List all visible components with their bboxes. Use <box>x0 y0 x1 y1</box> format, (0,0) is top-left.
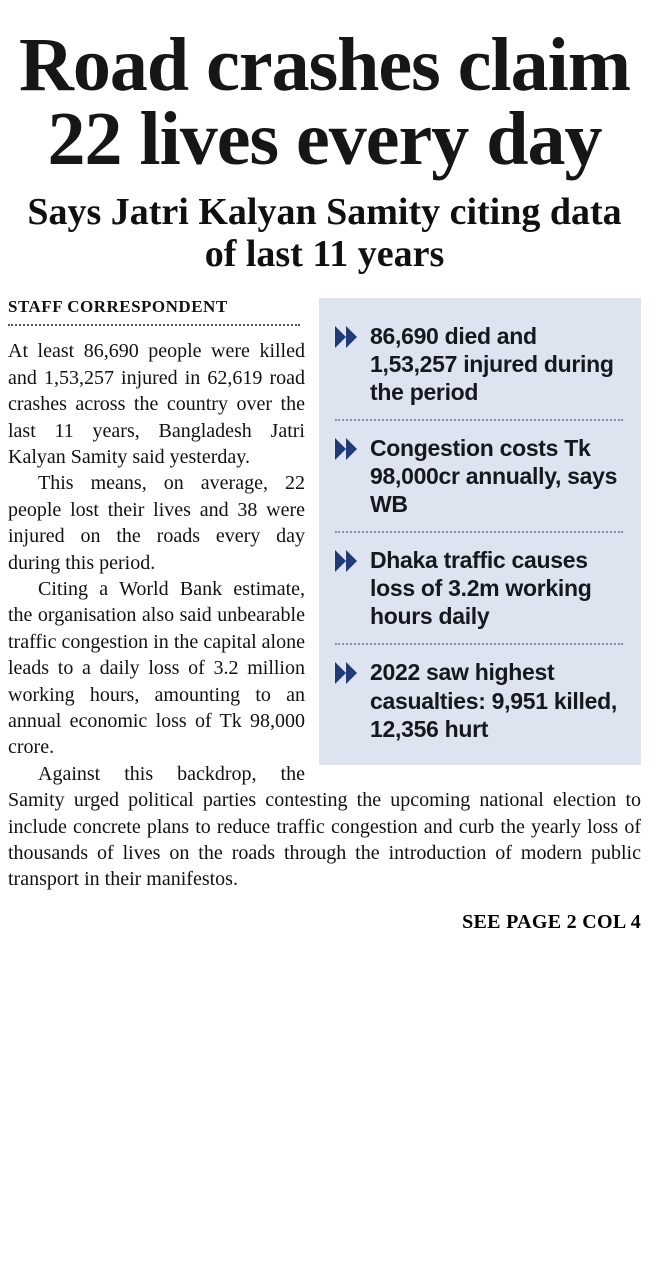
fact-text: 86,690 died and 1,53,257 injured during … <box>370 323 614 406</box>
headline: Road crashes claim 22 lives every day <box>18 23 631 182</box>
fact-item: 86,690 died and 1,53,257 injured during … <box>335 322 623 419</box>
double-chevron-icon <box>335 662 360 685</box>
fact-text: Dhaka traffic causes loss of 3.2m workin… <box>370 547 592 630</box>
double-chevron-icon <box>335 438 360 461</box>
subhead: Says Jatri Kalyan Samity citing data of … <box>27 190 622 276</box>
byline: STAFF CORRESPONDENT <box>8 297 228 317</box>
continuation-note: SEE PAGE 2 COL 4 <box>462 910 641 933</box>
fact-item: 2022 saw highest casualties: 9,951 kille… <box>335 643 623 742</box>
fact-text: 2022 saw highest casualties: 9,951 kille… <box>370 659 617 742</box>
body-paragraph: Citing a World Bank estimate, the organi… <box>8 577 305 759</box>
fact-text: Congestion costs Tk 98,000cr annually, s… <box>370 435 618 518</box>
body-paragraph: This means, on average, 22 people lost t… <box>8 472 305 574</box>
body-paragraph: At least 86,690 people were killed and 1… <box>8 340 305 469</box>
byline-rule <box>8 320 300 327</box>
key-facts-box: 86,690 died and 1,53,257 injured during … <box>319 298 641 765</box>
article-body: 86,690 died and 1,53,257 injured during … <box>8 296 641 893</box>
body-paragraph: Against this backdrop, the Samity urged … <box>8 762 641 891</box>
double-chevron-icon <box>335 550 360 573</box>
fact-item: Dhaka traffic causes loss of 3.2m workin… <box>335 531 623 643</box>
fact-item: Congestion costs Tk 98,000cr annually, s… <box>335 419 623 531</box>
double-chevron-icon <box>335 326 360 349</box>
